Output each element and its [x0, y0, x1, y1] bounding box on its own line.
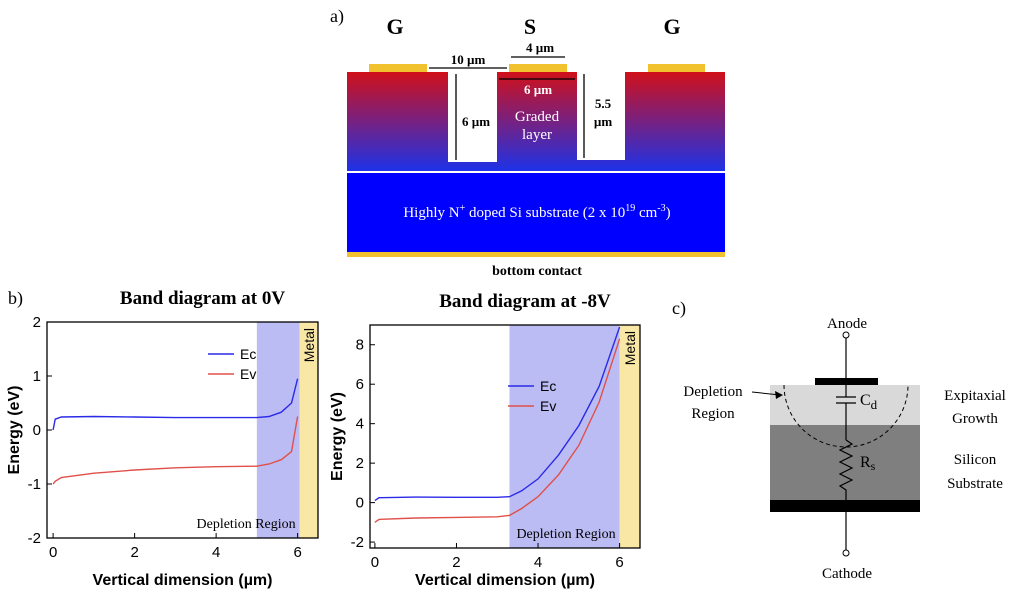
y-tick-label: 2 [356, 455, 364, 472]
text: doped Si substrate (2 x 10 [465, 205, 625, 221]
cathode-contact [770, 500, 920, 512]
y-tick-label: 2 [33, 314, 41, 331]
legend-label: Ev [540, 398, 556, 414]
x-tick-label: 0 [49, 544, 57, 561]
y-tick-label: 0 [33, 422, 41, 439]
epitaxial-layer [770, 385, 920, 425]
region-label: Depletion Region [197, 517, 296, 532]
terminal [843, 550, 849, 556]
label: Cathode [822, 566, 872, 582]
source-pad [509, 64, 567, 72]
text: C [860, 392, 871, 409]
text: cm [635, 205, 657, 221]
label: Depletion [683, 384, 743, 400]
label: S [524, 14, 536, 39]
label: Region [691, 406, 735, 422]
dimension: 5.5 [595, 96, 612, 111]
text: Highly N [403, 205, 459, 221]
label: bottom contact [492, 264, 582, 279]
dimension: 6 µm [524, 82, 552, 97]
figure: a) G S G 10 µm 4 µm 6 µm 6 µm 5.5 µm Gra… [0, 0, 1017, 596]
terminal [843, 332, 849, 338]
panel-label: b) [8, 288, 23, 309]
label: Substrate [947, 476, 1003, 492]
label: Silicon [954, 452, 997, 468]
x-tick-label: 2 [452, 554, 460, 571]
charts: Depletion Region Metal Ec Ev 0 2 4 6 -2 -1 0 1 2 Band… [6, 288, 640, 589]
x-tick-label: 4 [212, 544, 220, 561]
y-axis-label: Energy (eV) [329, 392, 346, 481]
y-tick-label: -2 [351, 534, 364, 551]
panel-label: a) [330, 6, 344, 27]
text: s [871, 459, 876, 473]
y-tick-label: 1 [33, 368, 41, 385]
chart-title: Band diagram at 0V [120, 288, 285, 309]
x-tick-label: 6 [293, 544, 301, 561]
label: Graded [515, 109, 560, 125]
text: R [860, 454, 871, 471]
legend-label: Ev [240, 366, 256, 382]
text: 19 [625, 203, 635, 214]
y-tick-label: -1 [28, 476, 41, 493]
dimension: 4 µm [526, 40, 554, 55]
gate-pad [648, 64, 705, 72]
y-tick-label: 0 [356, 495, 364, 512]
gate-pad [369, 64, 427, 72]
region-label: Metal [301, 328, 317, 362]
y-tick-label: -2 [28, 530, 41, 547]
panel-label: c) [672, 298, 686, 319]
x-tick-label: 2 [130, 544, 138, 561]
chart-title: Band diagram at -8V [439, 291, 611, 312]
y-tick-label: 6 [356, 376, 364, 393]
label: Expitaxial [944, 388, 1006, 404]
label: G [663, 14, 680, 39]
y-tick-label: 8 [356, 337, 364, 354]
anode-contact [815, 378, 878, 385]
legend-label: Ec [240, 346, 256, 362]
x-tick-label: 4 [534, 554, 542, 571]
label: G [386, 14, 403, 39]
dimension: 6 µm [462, 114, 490, 129]
y-tick-label: 4 [356, 416, 364, 433]
label: layer [522, 127, 552, 143]
region-label: Depletion Region [516, 527, 615, 542]
label: Growth [952, 411, 998, 427]
region-label: Metal [622, 331, 638, 365]
text: ) [666, 205, 671, 221]
x-axis-label: Vertical dimension (µm) [93, 572, 273, 589]
region [509, 325, 619, 548]
label: Anode [827, 316, 867, 332]
y-axis-label: Energy (eV) [6, 386, 23, 475]
text: d [871, 397, 878, 412]
dimension: 10 µm [451, 52, 486, 67]
x-axis-label: Vertical dimension (µm) [415, 572, 595, 589]
x-tick-label: 6 [615, 554, 623, 571]
page: a) G S G 10 µm 4 µm 6 µm 6 µm 5.5 µm Gra… [0, 0, 1017, 596]
region [257, 322, 300, 538]
dimension: µm [594, 114, 612, 129]
text: -3 [657, 203, 665, 214]
x-tick-label: 0 [371, 554, 379, 571]
legend-label: Ec [540, 378, 556, 394]
bottom-contact [347, 252, 725, 257]
